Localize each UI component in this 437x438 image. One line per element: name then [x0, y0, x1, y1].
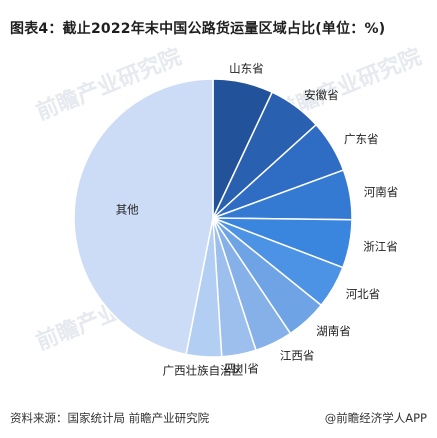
credit-text: @前瞻经济学人APP [324, 411, 427, 425]
slice-label: 河南省 [364, 185, 399, 199]
slice-label: 浙江省 [363, 240, 398, 254]
slice-label: 四川省 [224, 361, 259, 375]
chart-title: 图表4：截止2022年末中国公路货运量区域占比(单位：%) [10, 21, 386, 37]
source-note: 资料来源：国家统计局 前瞻产业研究院 [10, 411, 210, 425]
pie-slice [73, 78, 214, 356]
slice-label: 河北省 [346, 287, 381, 301]
slice-label: 广西壮族自治区 [163, 364, 244, 378]
slice-label: 江西省 [280, 349, 315, 363]
slice-label: 安徽省 [304, 88, 339, 102]
slice-label: 山东省 [229, 62, 264, 76]
slice-label: 湖南省 [316, 324, 351, 338]
slice-label: 其他 [116, 203, 139, 217]
slice-label: 广东省 [344, 132, 379, 146]
